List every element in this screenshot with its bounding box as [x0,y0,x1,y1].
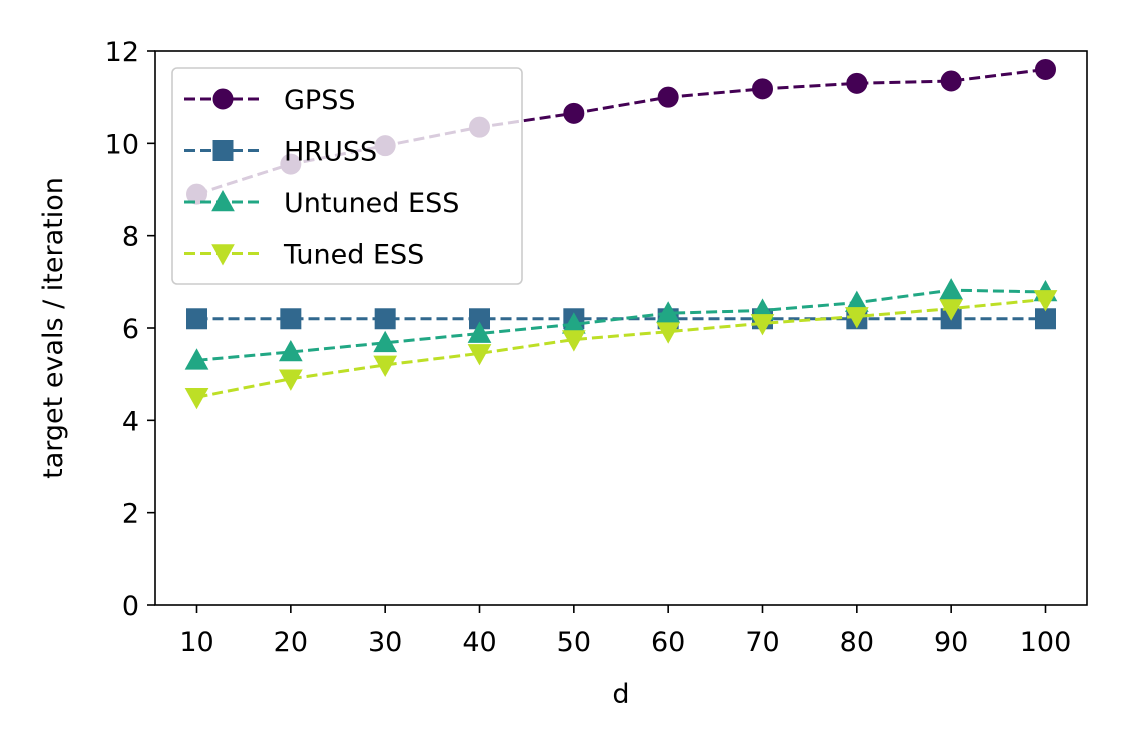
x-tick-label: 50 [557,627,591,658]
data-point [374,308,396,330]
data-point [278,339,303,362]
y-tick-label: 4 [122,406,139,437]
data-point [563,102,585,124]
data-point [278,369,303,391]
data-point [184,387,209,410]
x-tick-label: 70 [745,627,779,658]
data-point [467,321,492,343]
data-point [1034,58,1056,80]
legend-item: Untuned ESS [184,188,459,219]
legend: GPSS HRUSS Untuned ESS Tuned ESS [171,67,523,285]
data-point [939,278,964,300]
data-point [656,301,681,323]
x-tick-label: 60 [651,627,685,658]
legend-label: HRUSS [284,137,377,168]
legend-label: Tuned ESS [283,240,424,271]
y-tick-label: 8 [122,222,139,253]
legend-item: HRUSS [184,137,377,168]
data-point [561,330,586,352]
y-axis-label: target evals / iteration [38,177,69,479]
data-point [844,307,869,329]
y-axis: 0 2 4 6 8 10 12 [105,37,155,622]
y-tick-label: 12 [105,37,139,68]
x-tick-label: 80 [840,627,874,658]
legend-label: Untuned ESS [284,188,459,219]
x-axis: 10 20 30 40 50 60 70 80 90 100 [179,605,1071,658]
data-point [184,348,209,370]
data-point [467,344,492,366]
x-tick-label: 30 [368,627,402,658]
x-tick-label: 10 [179,627,213,658]
x-tick-label: 40 [462,627,496,658]
legend-item: Tuned ESS [184,240,424,271]
legend-box [171,67,523,285]
data-point [751,78,773,100]
legend-marker [211,244,235,266]
legend-marker [212,88,234,110]
data-point [846,72,868,94]
data-point [657,86,679,108]
data-point [750,314,775,336]
data-point [1034,308,1056,330]
data-point [939,299,964,321]
data-point [656,322,681,344]
series-tuned-ess [184,290,1058,410]
legend-marker [211,189,235,212]
y-tick-label: 6 [122,314,139,345]
x-tick-label: 100 [1020,627,1072,658]
series-line [196,297,1046,399]
y-tick-label: 10 [105,129,139,160]
data-point [280,308,302,330]
series-line [196,288,1046,362]
legend-item: GPSS [184,85,355,116]
x-tick-label: 20 [274,627,308,658]
legend-label: GPSS [284,85,355,116]
legend-marker [212,140,234,161]
y-tick-label: 2 [122,499,139,530]
y-tick-label: 0 [122,591,139,622]
data-point [940,70,962,92]
x-axis-label: d [612,679,629,710]
x-tick-label: 90 [934,627,968,658]
data-point [186,308,208,330]
data-point [1033,290,1058,312]
data-point [373,330,398,353]
data-point [373,355,398,377]
